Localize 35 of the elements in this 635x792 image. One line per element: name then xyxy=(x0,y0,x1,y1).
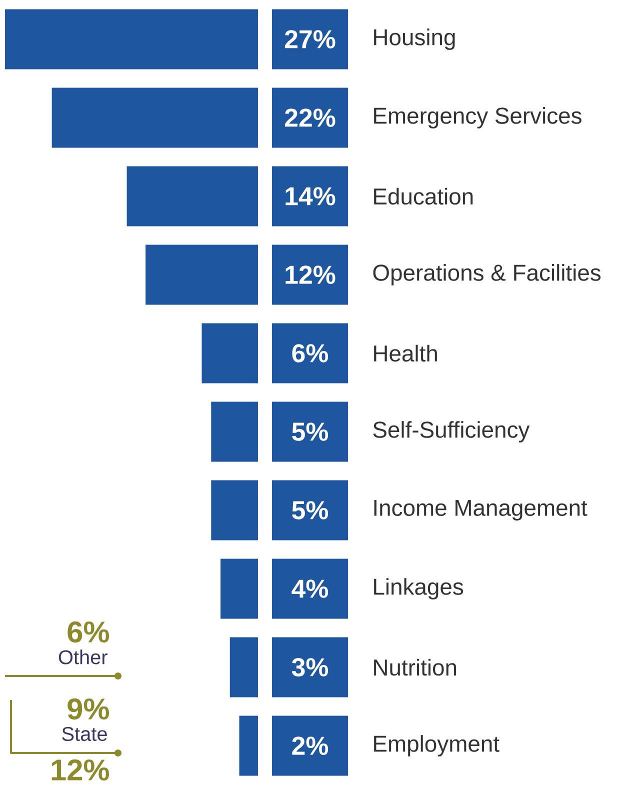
y-tick-label: Linkages xyxy=(374,578,464,600)
annotation: 9% xyxy=(68,698,110,720)
data-label: 2% xyxy=(292,736,328,755)
data-label: 3% xyxy=(292,658,328,676)
annotation: 12% xyxy=(52,759,110,781)
annotation: State xyxy=(62,726,107,742)
bar xyxy=(126,166,258,226)
y-tick-label: Income Management xyxy=(374,500,588,521)
y-tick-label: Housing xyxy=(374,28,455,50)
data-label: 14% xyxy=(286,187,336,206)
y-tick-label: Education xyxy=(374,188,473,205)
bar xyxy=(202,323,258,384)
data-label: 5% xyxy=(292,422,328,441)
bar xyxy=(4,9,258,70)
bar xyxy=(239,716,258,776)
data-label: 6% xyxy=(292,344,328,362)
bar xyxy=(211,402,258,462)
data-label: 27% xyxy=(284,30,336,48)
bar xyxy=(230,637,258,698)
y-tick-label: Nutrition xyxy=(374,658,456,676)
bar xyxy=(211,480,258,540)
y-tick-label: Emergency Services xyxy=(374,107,582,128)
bar xyxy=(146,244,258,305)
annotation: 6% xyxy=(68,621,110,643)
y-tick-label: Health xyxy=(374,344,437,362)
bar xyxy=(220,558,258,619)
y-tick-label: Operations & Facilities xyxy=(373,264,601,286)
data-label: 22% xyxy=(284,108,336,127)
data-label: 5% xyxy=(292,501,328,520)
data-label: 4% xyxy=(292,580,328,598)
bar xyxy=(52,88,258,148)
annotation: Other xyxy=(58,650,108,664)
data-label: 12% xyxy=(286,266,336,284)
y-tick-label: Self-Sufficiency xyxy=(373,421,530,442)
y-tick-label: Employment xyxy=(374,735,500,756)
